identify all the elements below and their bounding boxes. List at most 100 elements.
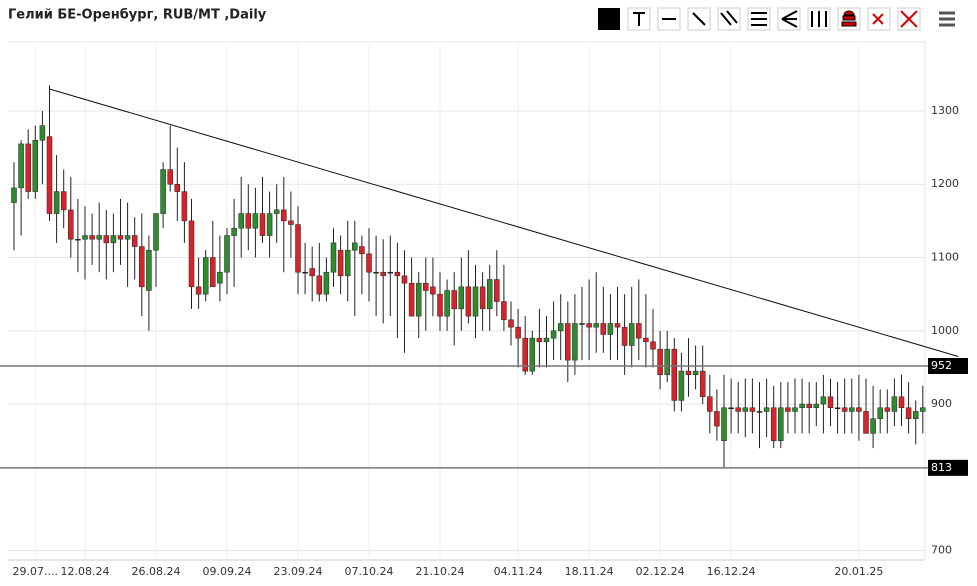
candle-body (238, 213, 244, 229)
candle-body (579, 323, 585, 325)
candle-body (763, 407, 770, 412)
candle-body (344, 249, 351, 277)
x-tick-label: 16.12.24 (707, 565, 756, 578)
candle-body (721, 407, 727, 441)
candle-body (685, 370, 692, 376)
candle-body (756, 411, 763, 413)
candle-body (550, 330, 557, 339)
candle-body (451, 290, 457, 310)
delete-tool[interactable] (867, 7, 891, 31)
candle-body (728, 407, 734, 410)
y-tick-label: 700 (931, 544, 952, 557)
candle-body (245, 213, 252, 229)
candle-body (643, 337, 649, 343)
level-label-box (928, 357, 968, 374)
candle-body (856, 407, 862, 412)
channel-tool[interactable] (717, 7, 741, 31)
candle-body (68, 209, 74, 240)
candle-body (323, 271, 330, 295)
candle-body (884, 407, 891, 412)
candle-body (494, 279, 500, 302)
candle-body (295, 224, 301, 273)
candle-body (657, 348, 663, 376)
candle-body (252, 213, 259, 229)
candle-body (508, 319, 514, 328)
candle-body (195, 286, 202, 295)
candle-body (834, 407, 841, 410)
candle-body (735, 407, 741, 412)
candle-body (373, 271, 379, 274)
candle-body (18, 143, 24, 189)
candle-body (614, 323, 621, 328)
candle-body (628, 323, 635, 346)
y-tick-label: 900 (931, 397, 952, 410)
candle-body (39, 125, 46, 141)
candle-body (401, 275, 408, 284)
x-tick-label: 12.08.24 (61, 565, 110, 578)
fan-tool[interactable] (777, 7, 801, 31)
x-tick-label: 21.10.24 (416, 565, 465, 578)
candle-body (820, 396, 827, 405)
candle-body (891, 396, 898, 412)
candle-body (714, 411, 720, 427)
candle-body (167, 169, 173, 185)
candle-body (529, 337, 536, 372)
candle-body (32, 140, 39, 192)
x-tick-label: 18.11.24 (565, 565, 614, 578)
candle-body (423, 282, 429, 291)
color-tool[interactable] (598, 8, 620, 30)
candle-body (849, 407, 855, 412)
delete-all-tool[interactable] (897, 7, 921, 31)
chart-title: Гелий БЕ-Оренбург, RUB/MT ,Daily (8, 8, 267, 23)
line-tool[interactable] (687, 7, 711, 31)
candle-body (89, 235, 95, 240)
text-tool[interactable] (627, 7, 651, 31)
candle-body (792, 407, 798, 412)
candle-body (785, 407, 791, 412)
candle-body (103, 235, 110, 244)
candle-body (288, 220, 294, 225)
candle-body (465, 286, 472, 317)
candle-body (316, 275, 323, 295)
hline-tool[interactable] (657, 7, 681, 31)
candle-body (437, 293, 443, 317)
candle-body (366, 253, 372, 273)
layers-tool[interactable] (837, 7, 861, 31)
candle-body (259, 213, 266, 236)
candle-body (572, 323, 578, 361)
candle-body (53, 191, 60, 214)
x-tick-label: 26.08.24 (132, 565, 181, 578)
candle-body (110, 235, 117, 244)
candle-body (749, 407, 756, 412)
x-tick-label: 20.01.25 (834, 565, 883, 578)
candle-body (600, 323, 607, 335)
candle-body (266, 213, 273, 236)
level-label: 952 (931, 359, 952, 372)
candle-body (671, 348, 678, 401)
candle-body (565, 323, 571, 361)
candle-body (522, 337, 528, 372)
candle-body (692, 370, 699, 376)
candle-body (131, 235, 138, 247)
lines-tool[interactable] (747, 7, 771, 31)
candle-body (877, 407, 883, 420)
candle-body (188, 220, 195, 288)
x-tick-label: 29.07.... (13, 565, 58, 578)
candle-body (160, 169, 166, 214)
candle-body (543, 337, 550, 343)
candle-body (770, 407, 777, 441)
candle-body (25, 143, 31, 192)
candle-body (870, 418, 876, 434)
candle-body (479, 286, 486, 310)
candle-body (46, 136, 53, 214)
menu-button[interactable] (939, 11, 955, 27)
x-tick-label: 02.12.24 (636, 565, 685, 578)
candle-body (678, 370, 685, 401)
candle-body (799, 403, 805, 409)
vlines-tool[interactable] (807, 7, 831, 31)
candle-body (430, 286, 436, 295)
x-tick-label: 23.09.24 (274, 565, 323, 578)
candle-body (707, 396, 713, 412)
candle-body (96, 235, 102, 240)
